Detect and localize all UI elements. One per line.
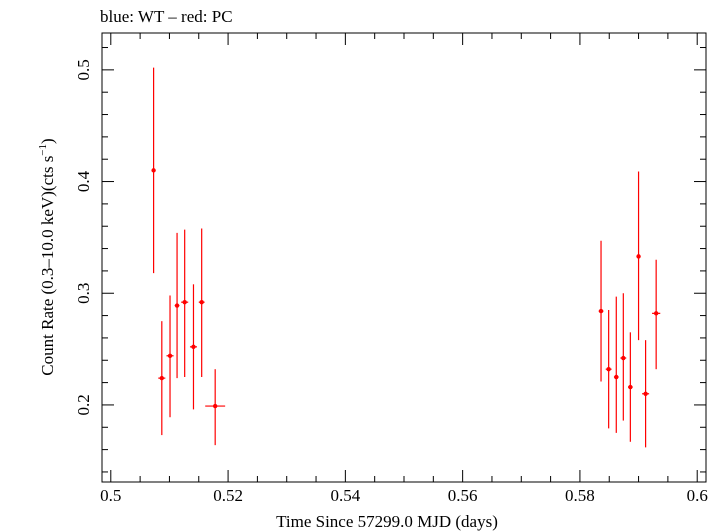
data-point — [620, 293, 627, 421]
y-axis-label-superscript: −1 — [37, 144, 49, 156]
data-marker — [159, 375, 165, 381]
data-marker — [182, 299, 187, 305]
data-point — [181, 229, 189, 378]
data-marker — [174, 303, 180, 308]
x-axis-label: Time Since 57299.0 MJD (days) — [276, 512, 498, 531]
data-marker — [653, 311, 659, 316]
data-point — [166, 295, 174, 418]
data-point — [151, 67, 156, 274]
data-point — [205, 369, 226, 446]
x-tick-label: 0.56 — [448, 486, 478, 505]
data-point — [158, 321, 166, 436]
y-tick-label: 0.5 — [74, 59, 93, 80]
data-marker — [621, 355, 626, 361]
data-point — [613, 296, 619, 433]
data-marker — [199, 299, 204, 305]
y-axis-label-main: Count Rate (0.3–10.0 keV)(cts s — [38, 156, 57, 376]
data-series — [151, 67, 661, 448]
data-marker — [191, 344, 196, 350]
data-marker — [167, 353, 173, 358]
y-axis-label: Count Rate (0.3–10.0 keV)(cts s−1) — [37, 138, 57, 375]
x-tick-label: 0.54 — [330, 486, 360, 505]
x-tick-label: 0.58 — [565, 486, 595, 505]
data-marker — [628, 384, 633, 390]
data-point — [628, 332, 633, 442]
data-point — [605, 309, 612, 429]
x-tick-label: 0.6 — [687, 486, 708, 505]
data-marker — [614, 374, 619, 380]
data-marker — [606, 366, 611, 372]
data-marker — [636, 254, 641, 259]
data-point — [636, 171, 641, 341]
data-point — [642, 340, 650, 448]
x-tick-label: 0.5 — [100, 486, 121, 505]
x-axis: 0.5 0.52 0.54 0.56 0.58 0.6 — [100, 33, 708, 505]
chart-title: blue: WT – red: PC — [100, 7, 233, 26]
y-axis: 0.2 0.3 0.4 0.5 — [74, 47, 706, 473]
x-tick-label: 0.52 — [213, 486, 243, 505]
data-marker — [598, 308, 604, 314]
data-point — [598, 240, 604, 382]
data-marker — [151, 168, 156, 173]
y-tick-label: 0.2 — [74, 394, 93, 415]
plot-frame — [101, 32, 707, 483]
data-point — [198, 228, 205, 378]
data-marker — [212, 403, 218, 409]
y-axis-label-close: ) — [38, 138, 57, 144]
y-tick-label: 0.3 — [74, 283, 93, 304]
y-tick-label: 0.4 — [74, 170, 93, 192]
data-marker — [643, 391, 648, 396]
data-point — [174, 232, 180, 379]
data-point — [189, 284, 197, 410]
data-point — [652, 259, 661, 370]
